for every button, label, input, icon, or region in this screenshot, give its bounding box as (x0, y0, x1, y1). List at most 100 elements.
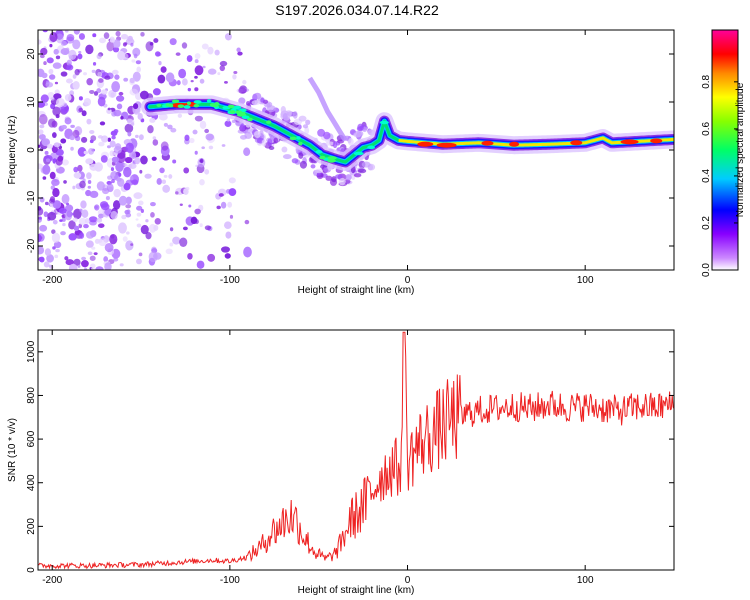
noise-blob (167, 124, 173, 130)
ridge-knot (266, 120, 272, 124)
noise-blob (115, 95, 125, 102)
noise-blob (98, 78, 104, 83)
noise-blob (46, 254, 54, 263)
noise-blob (100, 155, 108, 163)
noise-blob (136, 212, 142, 217)
noise-blob (204, 128, 210, 134)
noise-blob (39, 147, 44, 152)
noise-blob (175, 191, 179, 195)
noise-blob (187, 87, 192, 92)
noise-blob (41, 138, 51, 147)
noise-blob (83, 150, 89, 155)
noise-blob (153, 38, 159, 43)
noise-blob (106, 183, 114, 193)
noise-blob (111, 178, 115, 184)
ridge-knot (168, 103, 174, 108)
noise-blob (183, 167, 190, 174)
noise-blob (105, 196, 110, 201)
noise-blob (109, 140, 116, 148)
noise-blob (51, 229, 56, 235)
noise-blob (127, 35, 133, 42)
noise-blob (189, 137, 195, 144)
noise-blob (140, 31, 145, 37)
noise-blob (104, 75, 111, 80)
noise-blob (238, 87, 247, 94)
noise-blob (181, 78, 188, 86)
noise-blob (331, 176, 337, 183)
noise-blob (317, 128, 326, 137)
noise-blob (112, 69, 119, 75)
noise-blob (158, 61, 162, 66)
ridge-knot (379, 120, 389, 125)
noise-blob (114, 143, 122, 151)
noise-blob (53, 241, 62, 249)
noise-blob (120, 116, 124, 120)
noise-blob (59, 219, 63, 222)
noise-blob (60, 48, 70, 56)
noise-blob (86, 118, 92, 125)
noise-blob (156, 178, 162, 185)
noise-blob (64, 117, 72, 125)
noise-blob (89, 129, 95, 135)
ridge-knot (298, 141, 303, 146)
noise-blob (52, 106, 61, 117)
noise-blob (115, 30, 121, 37)
noise-blob (168, 174, 173, 179)
y-tick-label: 1000 (26, 340, 37, 363)
noise-blob (266, 105, 276, 113)
noise-blob (111, 81, 121, 93)
noise-blob (96, 53, 102, 60)
colorbar-tick-label: 0.4 (701, 169, 712, 183)
noise-blob (227, 201, 233, 208)
y-tick-label: 10 (26, 96, 37, 108)
noise-blob (42, 30, 48, 33)
ridge-knot (206, 99, 212, 103)
noise-blob (135, 134, 139, 138)
noise-blob (64, 256, 69, 261)
noise-blob (208, 145, 214, 150)
noise-blob (268, 145, 275, 151)
noise-blob (89, 255, 96, 261)
noise-blob (85, 158, 94, 165)
noise-blob (135, 218, 139, 221)
noise-blob (79, 208, 83, 212)
noise-blob (298, 115, 307, 122)
noise-blob (104, 262, 112, 270)
noise-blob (292, 111, 298, 119)
noise-blob (201, 43, 209, 50)
ridge-knot (246, 117, 253, 122)
noise-blob (199, 179, 205, 186)
noise-blob (138, 200, 144, 206)
noise-blob (116, 103, 123, 110)
noise-blob (96, 217, 103, 223)
noise-blob (51, 179, 60, 187)
noise-blob (78, 33, 86, 40)
noise-blob (104, 243, 114, 253)
noise-blob (251, 100, 261, 106)
noise-blob (221, 144, 226, 147)
noise-blob (325, 175, 333, 181)
noise-blob (86, 78, 93, 86)
noise-blob (150, 201, 156, 207)
noise-blob (116, 152, 126, 164)
noise-blob (61, 194, 70, 204)
colorbar-tick-label: 0.8 (701, 74, 712, 88)
noise-blob (83, 267, 88, 270)
noise-blob (217, 72, 221, 76)
noise-blob (80, 136, 88, 143)
noise-blob (43, 61, 47, 66)
noise-blob (182, 226, 188, 231)
noise-blob (125, 196, 132, 205)
noise-blob (38, 114, 48, 125)
noise-blob (70, 146, 74, 151)
noise-blob (199, 223, 203, 228)
noise-blob (39, 224, 48, 232)
noise-blob (138, 252, 143, 257)
noise-blob (267, 138, 273, 147)
noise-blob (128, 162, 137, 169)
noise-blob (65, 78, 73, 84)
noise-blob (118, 195, 128, 206)
colorbar-tick-label: 0.0 (701, 263, 712, 277)
noise-blob (60, 231, 66, 236)
noise-blob (291, 158, 299, 164)
